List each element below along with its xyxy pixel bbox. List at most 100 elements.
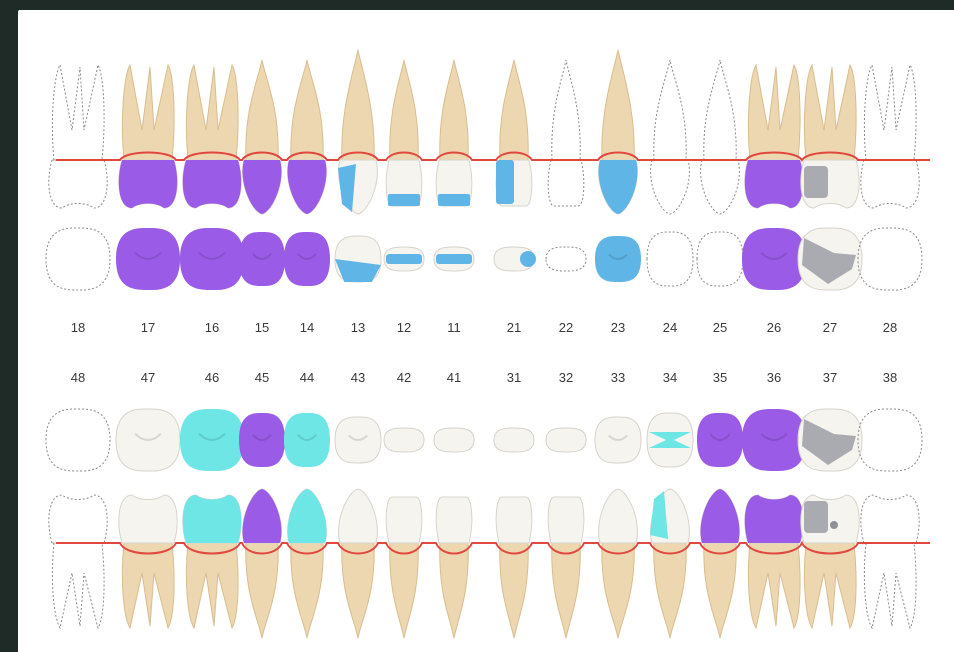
tooth-44-occlusal[interactable] xyxy=(284,412,330,468)
tooth-45-side[interactable] xyxy=(242,488,282,639)
tooth-24-occlusal[interactable] xyxy=(646,231,694,287)
tooth-16-side[interactable] xyxy=(182,63,242,209)
tooth-16-root xyxy=(185,63,239,161)
tooth-14-side[interactable] xyxy=(287,59,327,215)
tooth-17-side[interactable] xyxy=(118,63,178,209)
tooth-48-occlusal[interactable] xyxy=(45,408,111,472)
tooth-42-side[interactable] xyxy=(385,496,423,639)
tooth-15-side[interactable] xyxy=(242,59,282,215)
tooth-31-side[interactable] xyxy=(495,496,533,639)
tooth-24-side[interactable] xyxy=(650,59,690,215)
tooth-13-occlusal[interactable] xyxy=(334,235,382,283)
tooth-35-side[interactable] xyxy=(700,488,740,639)
tooth-26-side[interactable] xyxy=(744,63,804,209)
tooth-32-occlusal[interactable] xyxy=(545,427,587,453)
tooth-32-side[interactable] xyxy=(547,496,585,639)
tooth-12-side[interactable] xyxy=(385,59,423,207)
tooth-13-side[interactable] xyxy=(338,49,378,215)
tooth-34-occlusal[interactable] xyxy=(646,412,694,468)
tooth-16-occlusal-surface xyxy=(180,227,244,291)
tooth-31-occlusal[interactable] xyxy=(493,427,535,453)
tooth-34-restoration xyxy=(649,432,691,448)
tooth-33-occlusal[interactable] xyxy=(594,416,642,464)
tooth-34-root xyxy=(653,542,687,639)
tooth-43-side[interactable] xyxy=(338,488,378,639)
tooth-44-side[interactable] xyxy=(287,488,327,639)
tooth-17-restoration xyxy=(118,160,178,208)
tooth-22-occlusal[interactable] xyxy=(545,246,587,272)
tooth-number-labels: 18 17 16 15 14 13 12 11 21 22 23 24 25 26 27 28 48 47 46 45… xyxy=(71,320,897,385)
tooth-47-occlusal[interactable] xyxy=(115,408,181,472)
tooth-17-occlusal[interactable] xyxy=(116,227,180,291)
tooth-21-occlusal[interactable] xyxy=(493,246,536,272)
tooth-34-side[interactable] xyxy=(650,488,690,639)
tooth-14-occlusal-surface xyxy=(284,231,330,287)
tooth-43-occlusal[interactable] xyxy=(334,416,382,464)
tooth-46-side[interactable] xyxy=(182,494,242,630)
tooth-36-occlusal-surface xyxy=(742,408,806,472)
lower-tooth-number: 31 xyxy=(507,370,521,385)
tooth-26-occlusal[interactable] xyxy=(742,227,806,291)
tooth-12-occlusal[interactable] xyxy=(383,246,425,272)
tooth-37-occlusal[interactable] xyxy=(797,408,863,472)
tooth-23-side[interactable] xyxy=(598,49,638,215)
tooth-37-side[interactable] xyxy=(800,494,860,630)
tooth-35-restoration xyxy=(700,489,740,543)
tooth-32-root xyxy=(551,542,581,639)
tooth-38-root-outline xyxy=(863,542,917,630)
tooth-41-side[interactable] xyxy=(435,496,473,639)
tooth-36-side[interactable] xyxy=(744,494,804,630)
tooth-13-root xyxy=(341,49,375,161)
tooth-38-occlusal-outline xyxy=(857,408,923,472)
tooth-11-side[interactable] xyxy=(435,59,473,207)
tooth-33-side[interactable] xyxy=(598,488,638,639)
lower-tooth-number: 41 xyxy=(447,370,461,385)
tooth-41-occlusal[interactable] xyxy=(433,427,475,453)
tooth-11-occlusal[interactable] xyxy=(433,246,475,272)
lower-tooth-number: 32 xyxy=(559,370,573,385)
tooth-27-restoration xyxy=(802,238,856,284)
tooth-48-side[interactable] xyxy=(48,494,108,630)
tooth-14-occlusal[interactable] xyxy=(284,231,330,287)
tooth-18-side[interactable] xyxy=(48,63,108,209)
tooth-32-crown xyxy=(547,496,585,544)
tooth-35-occlusal[interactable] xyxy=(697,412,743,468)
tooth-23-occlusal[interactable] xyxy=(595,235,641,283)
tooth-25-occlusal[interactable] xyxy=(696,231,744,287)
tooth-15-occlusal-surface xyxy=(239,231,285,287)
tooth-24-crown-outline xyxy=(650,159,690,215)
lower-tooth-number: 35 xyxy=(713,370,727,385)
tooth-46-occlusal[interactable] xyxy=(180,408,244,472)
tooth-38-side[interactable] xyxy=(860,494,920,630)
upper-tooth-number: 18 xyxy=(71,320,85,335)
upper-tooth-number: 26 xyxy=(767,320,781,335)
tooth-38-occlusal[interactable] xyxy=(857,408,923,472)
tooth-42-occlusal[interactable] xyxy=(383,427,425,453)
upper-tooth-number: 13 xyxy=(351,320,365,335)
tooth-47-side[interactable] xyxy=(118,494,178,630)
tooth-21-side[interactable] xyxy=(495,59,533,207)
tooth-36-occlusal[interactable] xyxy=(742,408,806,472)
tooth-21-restoration xyxy=(496,160,514,204)
lower-tooth-number: 43 xyxy=(351,370,365,385)
tooth-41-crown xyxy=(435,496,473,544)
tooth-32-occlusal-surface xyxy=(545,427,587,453)
tooth-37-root xyxy=(803,542,857,630)
tooth-28-side[interactable] xyxy=(860,63,920,209)
tooth-16-occlusal[interactable] xyxy=(180,227,244,291)
tooth-17-occlusal-surface xyxy=(116,227,180,291)
upper-tooth-number: 24 xyxy=(663,320,677,335)
tooth-31-crown xyxy=(495,496,533,544)
tooth-27-occlusal[interactable] xyxy=(797,227,863,291)
tooth-28-occlusal[interactable] xyxy=(857,227,923,291)
tooth-22-side[interactable] xyxy=(547,59,585,207)
tooth-27-side[interactable] xyxy=(800,63,860,209)
tooth-15-occlusal[interactable] xyxy=(239,231,285,287)
tooth-25-side[interactable] xyxy=(700,59,740,215)
tooth-45-occlusal[interactable] xyxy=(239,412,285,468)
tooth-28-occlusal-outline xyxy=(857,227,923,291)
lower-tooth-number: 42 xyxy=(397,370,411,385)
tooth-23-fissure xyxy=(608,253,628,260)
tooth-18-occlusal[interactable] xyxy=(45,227,111,291)
tooth-43-root xyxy=(341,542,375,639)
